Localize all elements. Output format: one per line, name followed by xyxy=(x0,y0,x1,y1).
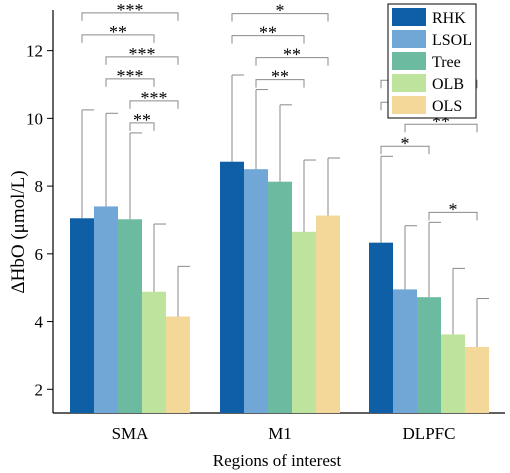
y-axis-title: ΔHbO (μmol/L) xyxy=(8,170,29,293)
bar-tree-m1 xyxy=(268,181,292,413)
legend-swatch-tree xyxy=(392,52,426,70)
y-tick-label: 6 xyxy=(35,245,44,264)
bar-lsol-m1 xyxy=(244,169,268,413)
significance-bracket xyxy=(129,100,179,109)
y-tick-label: 10 xyxy=(26,109,43,128)
bar-ols-m1 xyxy=(316,215,340,413)
x-axis-title: Regions of interest xyxy=(213,451,342,470)
bar-rhk-dlpfc xyxy=(369,242,393,413)
significance-label: * xyxy=(449,199,458,219)
bar-ols-sma xyxy=(166,316,190,413)
bar-tree-sma xyxy=(118,219,142,413)
legend-label-tree: Tree xyxy=(432,54,461,71)
significance-bracket xyxy=(404,123,478,133)
bar-tree-dlpfc xyxy=(417,297,441,413)
significance-label: ** xyxy=(109,22,127,42)
y-tick-label: 4 xyxy=(35,313,44,332)
bar-lsol-sma xyxy=(94,206,118,413)
y-tick-label: 12 xyxy=(26,42,43,61)
y-tick-label: 2 xyxy=(35,380,44,399)
significance-label: ** xyxy=(283,45,301,65)
significance-bracket xyxy=(81,12,179,21)
legend: RHK LSOL Tree OLB OLS xyxy=(387,3,477,119)
x-tick-label: SMA xyxy=(112,424,150,443)
significance-label: ** xyxy=(271,67,289,87)
legend-label-olb: OLB xyxy=(432,76,464,93)
significance-bracket xyxy=(428,211,478,221)
significance-bracket xyxy=(255,79,305,88)
legend-swatch-olb xyxy=(392,74,426,92)
significance-bracket xyxy=(231,13,329,22)
significance-label: *** xyxy=(129,44,156,64)
significance-bracket xyxy=(81,34,155,43)
x-tick-label: M1 xyxy=(268,424,292,443)
significance-bracket xyxy=(231,35,305,44)
legend-label-ols: OLS xyxy=(432,98,462,115)
significance-label: *** xyxy=(117,66,144,86)
significance-label: * xyxy=(276,1,285,21)
x-tick-label: DLPFC xyxy=(403,424,456,443)
significance-label: *** xyxy=(117,0,144,20)
significance-label: ** xyxy=(259,23,277,43)
significance-bracket xyxy=(105,78,155,87)
legend-swatch-lsol xyxy=(392,30,426,48)
bar-olb-m1 xyxy=(292,231,316,413)
legend-label-lsol: LSOL xyxy=(432,32,472,49)
legend-swatch-rhk xyxy=(392,8,426,26)
bar-olb-sma xyxy=(142,291,166,413)
significance-bracket xyxy=(129,122,155,131)
significance-label: ** xyxy=(133,110,151,130)
bar-olb-dlpfc xyxy=(441,334,465,413)
bar-lsol-dlpfc xyxy=(393,289,417,413)
y-tick-label: 8 xyxy=(35,177,44,196)
significance-bracket xyxy=(255,57,329,66)
significance-bracket xyxy=(105,56,179,65)
legend-swatch-ols xyxy=(392,96,426,114)
significance-label: *** xyxy=(141,88,168,108)
significance-bracket xyxy=(380,145,430,155)
bar-ols-dlpfc xyxy=(465,346,489,413)
significance-label: * xyxy=(401,133,410,153)
bar-rhk-m1 xyxy=(220,161,244,413)
bar-rhk-sma xyxy=(70,218,94,413)
legend-label-rhk: RHK xyxy=(432,10,466,27)
